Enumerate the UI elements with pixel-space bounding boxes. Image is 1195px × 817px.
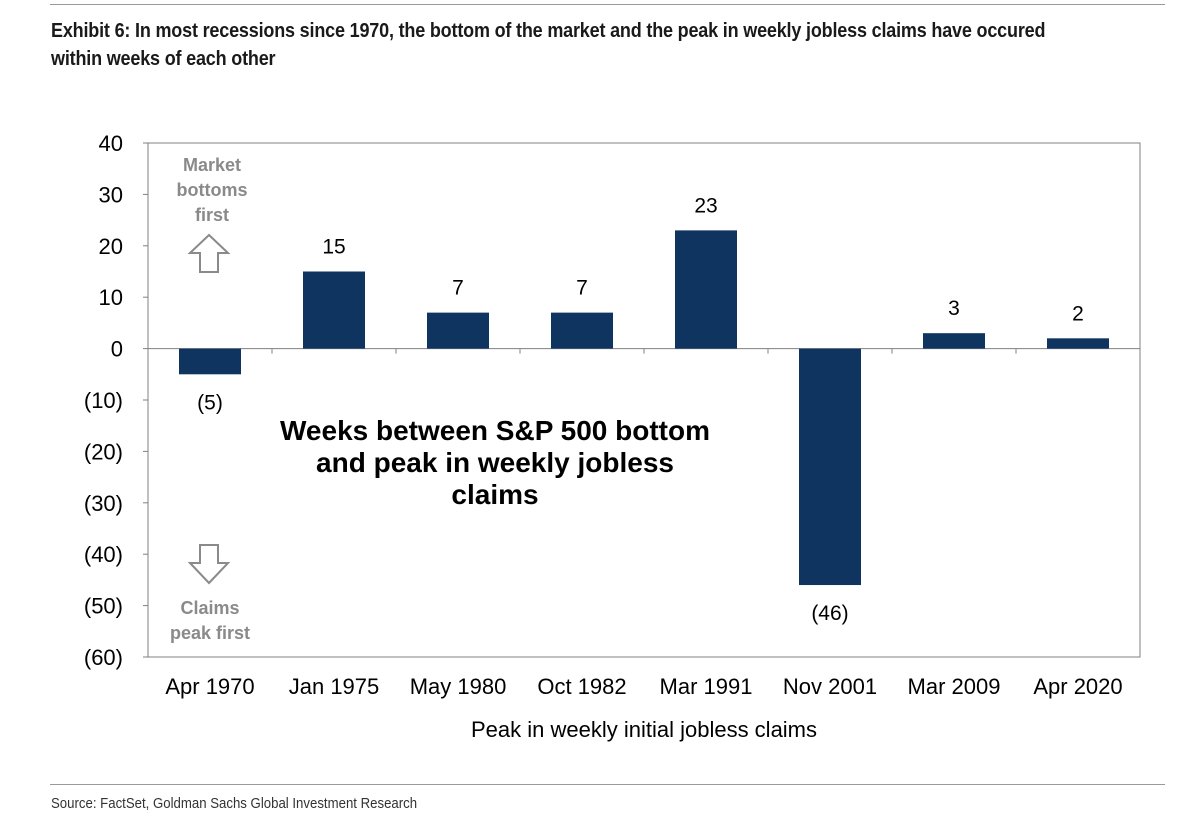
x-category-label: May 1980: [410, 674, 507, 699]
annotation-text: claims: [451, 479, 538, 510]
plot-area-border: [147, 142, 1141, 658]
x-category-label: Apr 2020: [1033, 674, 1122, 699]
data-label: 15: [322, 236, 345, 259]
y-tick-label: (20): [84, 439, 123, 464]
data-label: (5): [197, 391, 223, 414]
x-category-label: Nov 2001: [783, 674, 877, 699]
annotation-text: and peak in weekly jobless: [316, 447, 674, 478]
data-label: 7: [452, 277, 464, 300]
bar: [799, 348, 861, 586]
x-category-label: Oct 1982: [537, 674, 626, 699]
data-label: 3: [948, 297, 960, 320]
bar: [675, 230, 737, 349]
y-tick-label: (40): [84, 542, 123, 567]
x-axis-title: Peak in weekly initial jobless claims: [471, 717, 817, 742]
bar: [179, 348, 241, 375]
bar: [303, 271, 365, 349]
x-category-label: Mar 2009: [908, 674, 1001, 699]
bar: [551, 312, 613, 349]
arrow-down-icon: [187, 544, 231, 585]
y-tick-label: 10: [99, 285, 123, 310]
data-label: 7: [576, 277, 588, 300]
y-tick-label: (60): [84, 645, 123, 670]
y-tick-label: (50): [84, 594, 123, 619]
bar: [1047, 338, 1109, 349]
y-tick-label: 20: [99, 234, 123, 259]
source-note: Source: FactSet, Goldman Sachs Global In…: [51, 795, 418, 812]
y-tick-label: (10): [84, 388, 123, 413]
y-tick-label: (30): [84, 491, 123, 516]
y-tick-label: 40: [99, 131, 123, 156]
x-category-label: Apr 1970: [165, 674, 254, 699]
y-tick-label: 30: [99, 182, 123, 207]
chart-title: Exhibit 6: In most recessions since 1970…: [51, 20, 1046, 70]
annotation-claims-peak: Claims: [180, 598, 239, 618]
bar: [923, 333, 985, 349]
bar: [427, 312, 489, 349]
bottom-rule: [50, 784, 1165, 785]
annotation-claims-peak: peak first: [170, 623, 250, 643]
annotation-text: Weeks between S&P 500 bottom: [280, 415, 710, 446]
data-label: 2: [1072, 302, 1084, 325]
top-rule: [50, 4, 1165, 5]
annotation-market-bottoms: first: [195, 205, 229, 225]
x-category-label: Mar 1991: [660, 674, 753, 699]
y-tick-label: 0: [111, 337, 123, 362]
x-category-label: Jan 1975: [289, 674, 380, 699]
arrow-up-icon: [187, 233, 231, 273]
annotation-market-bottoms: Market: [183, 155, 241, 175]
data-label: 23: [694, 194, 717, 217]
data-label: (46): [811, 602, 848, 625]
annotation-market-bottoms: bottoms: [177, 180, 248, 200]
